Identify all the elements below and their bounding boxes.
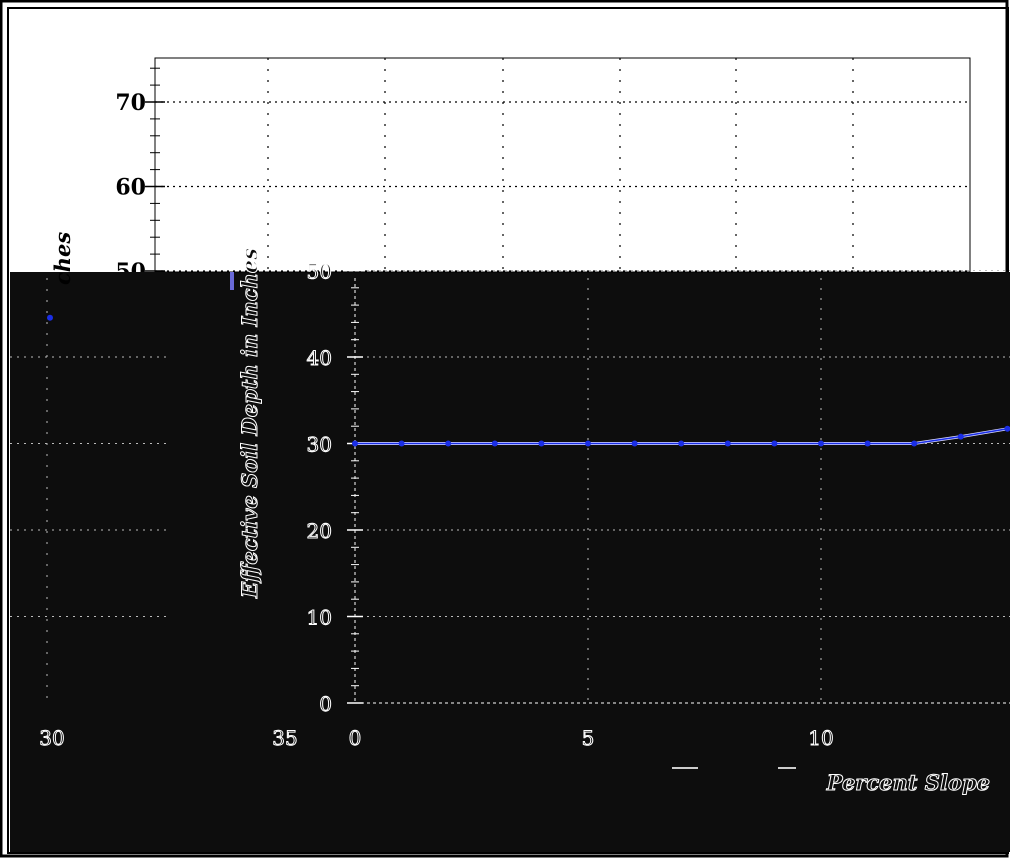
y-tick-label: 30 [307, 433, 332, 457]
data-point [1004, 425, 1010, 432]
data-point [445, 440, 452, 447]
left-fragment: 30 35 [10, 272, 298, 751]
fragment-x-tick-label: 30 [39, 726, 64, 750]
y-axis-label: Effective Soil Depth in Inches [237, 248, 262, 599]
data-point [352, 440, 358, 447]
lower-x-ticks: 0 5 10 [348, 726, 834, 751]
x-tick-label: 10 [808, 726, 833, 750]
y-tick-label: 60 [115, 175, 146, 201]
lower-y-ticks: 0 10 20 30 40 50 [306, 259, 363, 717]
y-tick-label: 70 [115, 90, 146, 116]
data-point [398, 440, 405, 447]
y-tick-label: 10 [307, 606, 332, 630]
x-tick-label: 5 [582, 726, 595, 750]
data-point [818, 440, 824, 447]
data-point [538, 440, 545, 447]
fragment-x-tick-label: 35 [272, 726, 297, 750]
y-tick-label: 0 [319, 692, 332, 716]
dark-lower-panel [10, 272, 1010, 852]
y-tick-label: 40 [307, 346, 332, 370]
fragment-data-point [47, 314, 53, 321]
data-point [911, 440, 918, 447]
x-tick-label: 0 [349, 726, 362, 750]
fragment-marker [230, 272, 234, 290]
y-tick-label: 50 [307, 260, 332, 284]
series-layer [352, 425, 1010, 447]
data-point [678, 440, 685, 447]
data-point [631, 440, 638, 447]
data-point [771, 440, 778, 447]
plot-frame [154, 57, 971, 273]
upper-grid [155, 58, 970, 272]
data-point [491, 440, 498, 447]
fragment-background [10, 272, 168, 702]
data-point [724, 440, 731, 447]
y-tick-label: 20 [307, 519, 332, 543]
data-point [585, 440, 591, 447]
x-axis-label: Percent Slope [826, 770, 990, 795]
data-point [957, 433, 964, 440]
data-point [864, 440, 871, 447]
y-axis-label-upper-fragment: ches [50, 232, 75, 285]
